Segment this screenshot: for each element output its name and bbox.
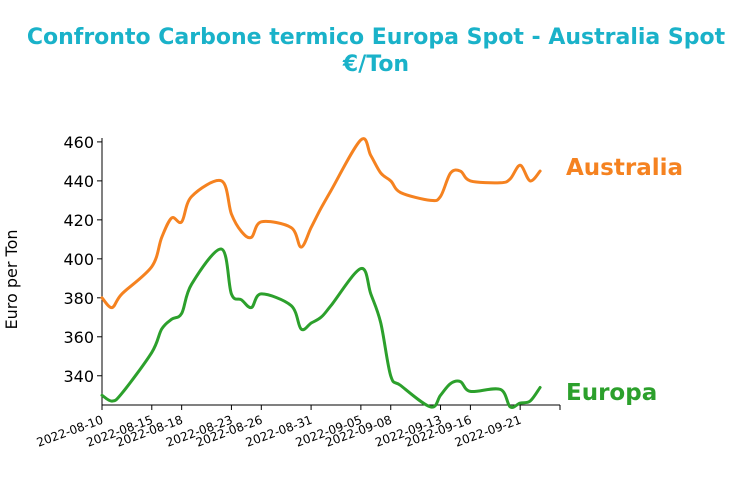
y-tick-label: 360: [63, 328, 94, 347]
series-line-australia: [100, 137, 542, 310]
chart-title: Confronto Carbone termico Europa Spot - …: [0, 24, 752, 78]
chart-subtitle: €/Ton: [342, 52, 410, 77]
chart-title-line: Confronto Carbone termico Europa Spot - …: [26, 25, 726, 50]
y-tick-label: 460: [63, 133, 94, 152]
series-line-europa: [100, 247, 542, 409]
series-label-europa: Europa: [566, 380, 657, 406]
series-label-australia: Australia: [566, 155, 683, 181]
y-axis-label: Euro per Ton: [2, 230, 21, 330]
y-tick-label: 340: [63, 367, 94, 386]
y-tick-label: 420: [63, 211, 94, 230]
y-tick-label: 380: [63, 289, 94, 308]
y-tick-label: 440: [63, 172, 94, 191]
y-tick-label: 400: [63, 250, 94, 269]
